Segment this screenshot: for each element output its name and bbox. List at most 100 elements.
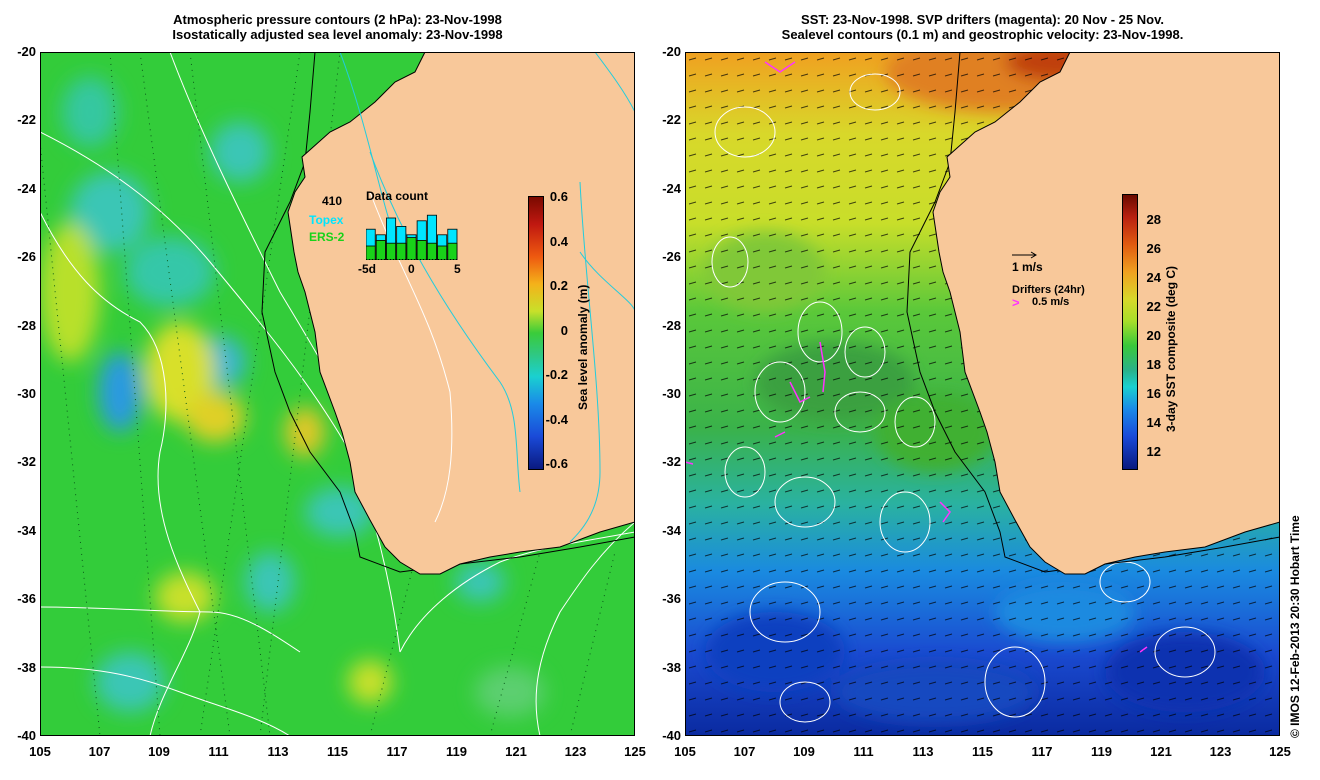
land-western-australia-right [932, 52, 1280, 575]
lat-tick-label: -36 [662, 591, 681, 607]
left-map-title: Atmospheric pressure contours (2 hPa): 2… [40, 12, 635, 42]
topex-count-bar [366, 228, 376, 260]
land-western-australia [287, 52, 635, 575]
lat-tick-label: -32 [662, 454, 681, 470]
lon-tick-label: 121 [1150, 744, 1172, 759]
right-title-line1: SST: 23-Nov-1998. SVP drifters (magenta)… [801, 12, 1164, 27]
drifters-key-arrow-icon: > [1012, 295, 1020, 310]
lon-tick-label: 107 [88, 744, 111, 759]
colorbar-tick-label: 22 [1146, 299, 1161, 314]
sla-colorbar [528, 196, 544, 470]
lon-tick-label: 113 [267, 744, 289, 759]
drifters-key-heading: Drifters (24hr) [1012, 284, 1085, 296]
lon-tick-label: 115 [327, 744, 348, 759]
lon-tick-label: 125 [1269, 744, 1291, 759]
colorbar-tick-label: 0.6 [549, 189, 568, 204]
colorbar-tick-label: -0.2 [545, 367, 568, 382]
colorbar-tick-label: 14 [1146, 415, 1161, 430]
sealevel-contours [711, 73, 1216, 723]
colorbar-tick-label: 16 [1146, 386, 1161, 401]
altimeter-tracks [40, 52, 616, 736]
lat-tick-label: -40 [17, 728, 36, 743]
continental-shelf-contour [261, 52, 635, 573]
ers2-count-bar [437, 245, 448, 260]
colorbar-tick-label: 0 [560, 322, 568, 338]
lon-tick-label: 121 [505, 744, 527, 759]
lon-tick-label: 117 [1031, 744, 1053, 759]
topex-label: Topex [309, 213, 344, 227]
colorbar-tick-label: 28 [1146, 212, 1161, 227]
velocity-key-arrow [1012, 251, 1037, 259]
lat-tick-label: -36 [17, 591, 36, 607]
sst-colorbar-label: 3-day SST composite (deg C) [1164, 265, 1178, 432]
ers2-count-bar [396, 242, 407, 260]
data-count-histogram [366, 214, 458, 260]
lat-tick-label: -30 [662, 386, 681, 401]
lon-tick-label: 105 [29, 744, 51, 759]
ers2-label: ERS-2 [309, 230, 345, 244]
lat-tick-label: -34 [17, 522, 36, 538]
lat-tick-label: -40 [662, 728, 681, 743]
lat-tick-label: -38 [662, 659, 681, 675]
ers2-count-bar [375, 240, 386, 260]
lon-tick-label: 109 [148, 744, 170, 759]
colorbar-tick-label: 0.2 [549, 278, 568, 293]
lat-tick-label: -38 [17, 659, 36, 675]
lat-tick-label: -20 [662, 44, 681, 59]
colorbar-tick-label: 20 [1146, 328, 1161, 343]
lon-tick-label: 105 [674, 744, 696, 759]
sst-colorbar [1122, 194, 1138, 470]
imos-credit: © IMOS 12-Feb-2013 20:30 Hobart Time [1288, 515, 1302, 738]
lat-tick-label: -32 [17, 454, 36, 470]
lon-tick-label: 109 [793, 744, 815, 759]
right-map-title: SST: 23-Nov-1998. SVP drifters (magenta)… [685, 12, 1280, 42]
data-count-inset: 410 Data count Topex ERS-2 -5d 0 5 [308, 188, 468, 278]
drifter-tracks [685, 61, 1148, 653]
lat-tick-label: -26 [662, 249, 681, 265]
inset-x-mid: 0 [408, 262, 415, 276]
lon-tick-label: 123 [1209, 744, 1232, 759]
lon-tick-label: 125 [624, 744, 646, 759]
lon-tick-label: 119 [1091, 744, 1112, 759]
colorbar-tick-label: 0.4 [549, 233, 568, 249]
lon-tick-label: 119 [446, 744, 467, 759]
lat-tick-label: -26 [17, 249, 36, 265]
lat-tick-label: -30 [17, 386, 36, 401]
ers2-count-bar [386, 242, 397, 260]
sea-level-anomaly-map [40, 52, 635, 736]
colorbar-tick-label: 24 [1146, 270, 1161, 285]
sea-level-anomaly-field [40, 77, 545, 717]
ers2-count-bar [447, 242, 458, 260]
colorbar-tick-label: -0.6 [545, 456, 568, 471]
velocity-key-label: 1 m/s [1012, 260, 1043, 274]
drifters-key-label: 0.5 m/s [1032, 296, 1070, 308]
data-count-heading: Data count [366, 189, 429, 203]
colorbar-tick-label: 18 [1146, 357, 1161, 372]
ers2-count-bar [366, 245, 376, 260]
lat-tick-label: -24 [17, 180, 36, 196]
right-title-line2: Sealevel contours (0.1 m) and geostrophi… [781, 27, 1184, 42]
lon-tick-label: 113 [912, 744, 934, 759]
lat-tick-label: -20 [17, 44, 36, 59]
lon-tick-label: 111 [208, 744, 229, 759]
inset-x-start: -5d [358, 262, 376, 276]
lon-tick-label: 117 [386, 744, 408, 759]
lat-tick-label: -22 [662, 112, 681, 128]
sla-colorbar-label: Sea level anomaly (m) [576, 284, 590, 410]
ers2-count-bar [416, 240, 427, 260]
lat-tick-label: -24 [662, 180, 681, 196]
colorbar-tick-label: 12 [1146, 444, 1161, 459]
lat-tick-label: -28 [662, 317, 681, 333]
lon-tick-label: 115 [972, 744, 993, 759]
lat-tick-label: -22 [17, 112, 36, 128]
colorbar-tick-label: -0.4 [545, 411, 568, 427]
lat-tick-label: -28 [17, 317, 36, 333]
data-count-number: 410 [322, 194, 343, 208]
ers2-count-bar [406, 237, 417, 260]
sst-map [685, 52, 1280, 736]
lat-tick-label: -34 [662, 522, 681, 538]
continental-shelf-contour-right [906, 52, 1280, 573]
colorbar-tick-label: 26 [1146, 241, 1161, 256]
lon-tick-label: 111 [853, 744, 874, 759]
lon-tick-label: 123 [564, 744, 587, 759]
